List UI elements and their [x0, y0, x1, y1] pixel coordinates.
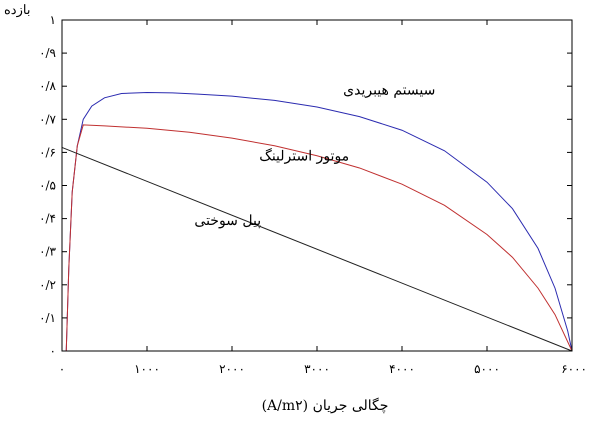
series-annotation: سیستم هیبریدی	[343, 82, 435, 98]
plot-frame	[61, 19, 573, 352]
y-tick-label: ۰/۸	[39, 79, 56, 93]
x-tick-label: ۶۰۰۰	[561, 362, 587, 376]
y-tick-label: ۰/۳	[39, 245, 56, 259]
y-tick-label: ۰	[50, 344, 56, 358]
y-tick-label: ۰/۱	[39, 311, 56, 325]
y-tick-label: ۰/۴	[39, 212, 56, 226]
y-tick-label: ۰/۵	[39, 179, 56, 193]
x-tick-label: ۳۰۰۰	[304, 362, 330, 376]
y-tick-label: ۰/۷	[39, 112, 56, 126]
y-tick-label: ۰/۹	[39, 46, 56, 60]
series-line-3	[61, 146, 573, 352]
y-tick-label: ۰/۲	[39, 278, 56, 292]
y-axis-title: بازده	[4, 3, 30, 18]
series-line-1	[65, 91, 573, 352]
x-tick-label: ۵۰۰۰	[474, 362, 500, 376]
x-tick-label: ۴۰۰۰	[389, 362, 415, 376]
y-tick-label: ۰/۶	[39, 145, 56, 159]
x-tick-label: ۱۰۰۰	[134, 362, 160, 376]
series-annotation: پیل سوختی	[194, 213, 261, 229]
series-line-2	[65, 124, 573, 352]
x-axis-title: چگالی جریان (A/m۲)	[262, 397, 389, 414]
series-annotation: موتور استرلینگ	[259, 148, 349, 165]
x-tick-label: ۰	[59, 362, 65, 376]
y-tick-label: ۱	[50, 13, 56, 27]
x-tick-label: ۲۰۰۰	[219, 362, 245, 376]
